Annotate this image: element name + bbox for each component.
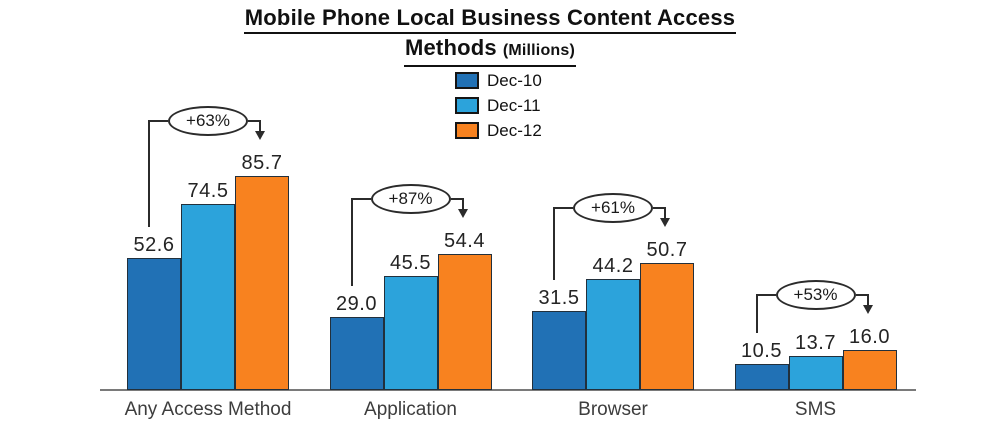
legend-item-dec-10: Dec-10 [455, 72, 542, 89]
annotation-connector-right-stub-0 [248, 120, 260, 122]
chart-title-millions: (Millions) [502, 42, 576, 59]
value-label-dec-12-3: 16.0 [849, 326, 890, 348]
annotation-connector-right-3 [866, 294, 869, 305]
legend: Dec-10 Dec-11 Dec-12 [455, 72, 542, 147]
chart-title-methods: Methods [404, 35, 497, 60]
bar-dec-11-3 [788, 356, 843, 390]
annotation-connector-right-2 [664, 207, 666, 218]
annotation-arrowhead-3 [862, 305, 873, 314]
bar-dec-10-0 [127, 258, 181, 390]
chart-title-line1-text: Mobile Phone Local Business Content Acce… [243, 4, 737, 34]
annotation-ellipse-1: +87% [370, 184, 451, 214]
legend-swatch-dec-10 [455, 72, 479, 89]
annotation-arrowhead-1 [457, 209, 468, 218]
annotation-connector-left-stub-2 [553, 207, 573, 209]
value-label-dec-12-0: 85.7 [241, 152, 283, 174]
annotation-connector-left-stub-3 [755, 294, 776, 296]
value-label-dec-10-1: 29.0 [336, 293, 377, 315]
category-label-0: Any Access Method [124, 399, 292, 420]
value-label-dec-11-1: 45.5 [390, 252, 431, 274]
annotation-connector-right-1 [461, 198, 464, 209]
annotation-connector-left-3 [755, 295, 758, 333]
legend-swatch-dec-12 [455, 122, 479, 139]
bar-dec-12-2 [640, 263, 694, 390]
annotation-connector-right-stub-2 [653, 207, 665, 209]
category-label-1: Application [364, 399, 457, 420]
category-label-2: Browser [578, 399, 648, 420]
bar-dec-12-0 [235, 176, 289, 390]
annotation-ellipse-2: +61% [573, 193, 653, 223]
legend-swatch-dec-11 [455, 97, 479, 114]
annotation-ellipse-3: +53% [775, 280, 856, 310]
annotation-connector-right-0 [259, 120, 261, 131]
bar-dec-10-1 [329, 317, 384, 390]
value-label-dec-11-3: 13.7 [795, 332, 836, 354]
annotation-ellipse-0: +63% [168, 106, 248, 136]
annotation-connector-left-2 [553, 208, 555, 280]
annotation-connector-left-stub-1 [350, 198, 371, 200]
annotation-connector-left-1 [350, 199, 353, 286]
annotation-arrowhead-0 [255, 131, 265, 140]
annotation-connector-left-stub-0 [148, 120, 168, 122]
annotation-arrowhead-2 [660, 218, 670, 227]
bar-dec-10-2 [532, 311, 586, 390]
legend-item-dec-12: Dec-12 [455, 122, 542, 139]
value-label-dec-10-0: 52.6 [133, 234, 175, 256]
bar-dec-12-3 [842, 350, 897, 390]
chart-title-line1: Mobile Phone Local Business Content Acce… [0, 4, 980, 34]
chart-title-line2-text: Methods (Millions) [403, 34, 577, 67]
category-label-3: SMS [794, 399, 837, 420]
bar-dec-11-2 [586, 279, 640, 390]
legend-label-dec-10: Dec-10 [487, 71, 542, 90]
bar-dec-11-0 [181, 204, 235, 390]
chart-title: Mobile Phone Local Business Content Acce… [0, 4, 980, 67]
value-label-dec-11-0: 74.5 [187, 180, 229, 202]
annotation-connector-right-stub-3 [855, 294, 868, 296]
legend-label-dec-11: Dec-11 [487, 96, 541, 115]
chart-title-line2: Methods (Millions) [0, 34, 980, 67]
value-label-dec-11-2: 44.2 [592, 255, 634, 277]
annotation-connector-right-stub-1 [450, 198, 463, 200]
annotation-connector-left-0 [148, 121, 150, 227]
value-label-dec-10-3: 10.5 [741, 340, 782, 362]
legend-item-dec-11: Dec-11 [455, 97, 542, 114]
value-label-dec-12-1: 54.4 [444, 230, 485, 252]
value-label-dec-10-2: 31.5 [538, 287, 580, 309]
value-label-dec-12-2: 50.7 [646, 239, 688, 261]
bar-dec-12-1 [437, 254, 492, 390]
legend-label-dec-12: Dec-12 [487, 121, 542, 140]
bar-dec-10-3 [734, 364, 789, 390]
x-axis-line [100, 389, 916, 391]
bar-dec-11-1 [383, 276, 438, 390]
